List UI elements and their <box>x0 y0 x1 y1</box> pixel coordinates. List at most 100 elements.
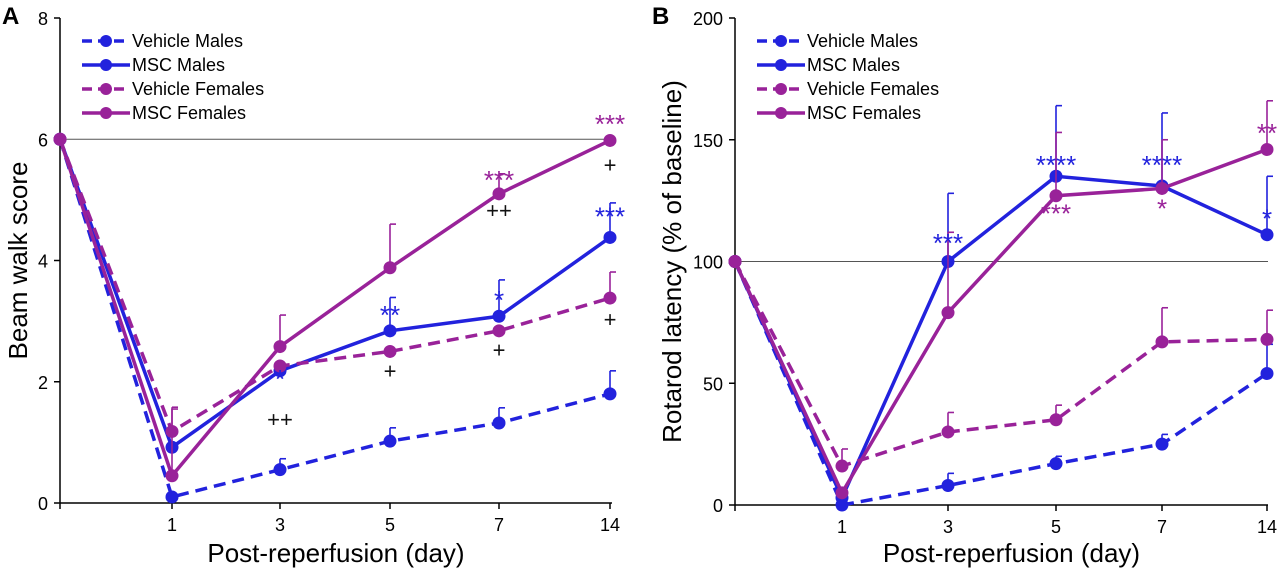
series-vehicle-females <box>728 255 1274 473</box>
legend: Vehicle Males MSC Males Vehicle Females MSC… <box>757 31 939 123</box>
legend-entry: Vehicle Females <box>807 79 939 99</box>
data-point <box>165 469 179 483</box>
significance-label: ** <box>380 300 400 330</box>
data-point <box>1260 367 1274 381</box>
data-point <box>603 133 617 147</box>
data-point <box>1155 181 1169 195</box>
significance-label: + <box>493 338 506 363</box>
legend-swatch-marker <box>775 59 787 71</box>
x-tick-label: 14 <box>600 515 620 535</box>
x-tick-label: 3 <box>943 517 953 537</box>
data-point <box>835 459 849 473</box>
significance-label: **** <box>1142 150 1182 180</box>
series-msc-males <box>728 104 1274 505</box>
legend-entry: Vehicle Females <box>132 79 264 99</box>
data-point <box>603 387 617 401</box>
series-vehicle-males <box>53 132 617 504</box>
legend-entry: MSC Males <box>807 55 900 75</box>
data-point <box>603 230 617 244</box>
series-line <box>58 138 611 480</box>
legend: Vehicle Males MSC Males Vehicle Females MSC… <box>82 31 264 123</box>
legend-swatch-marker <box>100 107 112 119</box>
data-point <box>603 291 617 305</box>
data-point <box>273 340 287 354</box>
data-point <box>273 359 287 373</box>
y-tick-label: 50 <box>703 374 723 394</box>
significance-label: + <box>384 359 397 384</box>
significance-label: + <box>604 153 617 178</box>
chart-panel-b: B 0 50 100 150 200 1 3 5 7 14 Post-reperfusion (day… <box>652 3 1277 568</box>
y-tick-label: 100 <box>693 253 723 273</box>
x-tick-label: 5 <box>1051 517 1061 537</box>
data-point <box>383 344 397 358</box>
y-tick-label: 2 <box>38 373 48 393</box>
data-point <box>492 309 506 323</box>
legend-entry: MSC Females <box>807 103 921 123</box>
data-point <box>1260 142 1274 156</box>
significance-label: *** <box>484 165 514 195</box>
significance-label: + <box>604 307 617 332</box>
y-tick-label: 6 <box>38 130 48 150</box>
significance-label: ++ <box>486 198 512 223</box>
data-point <box>273 463 287 477</box>
data-point <box>383 434 397 448</box>
significance-label: ++ <box>267 407 293 432</box>
y-axis-label: Rotarod latency (% of baseline) <box>657 80 687 443</box>
data-point <box>383 261 397 275</box>
panel-label: B <box>652 3 669 30</box>
data-point <box>1049 457 1063 471</box>
y-tick-label: 0 <box>713 496 723 516</box>
panel-label: A <box>2 3 19 30</box>
legend-entry: Vehicle Males <box>807 31 918 51</box>
legend-swatch-marker <box>100 35 112 47</box>
series-line <box>733 260 1268 507</box>
data-point <box>941 306 955 320</box>
legend-swatch-marker <box>775 35 787 47</box>
y-tick-label: 0 <box>38 494 48 514</box>
data-point <box>383 324 397 338</box>
data-point <box>492 416 506 430</box>
series-line <box>58 138 612 450</box>
data-point <box>1155 437 1169 451</box>
legend-swatch-marker <box>775 107 787 119</box>
significance-label: *** <box>595 109 625 139</box>
significance-label: ** <box>1257 118 1277 148</box>
data-point <box>165 490 179 504</box>
x-axis-label: Post-reperfusion (day) <box>883 538 1140 568</box>
y-tick-label: 4 <box>38 252 48 272</box>
x-axis-label: Post-reperfusion (day) <box>207 538 464 568</box>
y-tick-label: 150 <box>693 131 723 151</box>
legend-entry: MSC Males <box>132 55 225 75</box>
significance-label: **** <box>1036 150 1076 180</box>
significance-label: * <box>275 364 285 394</box>
x-tick-label: 7 <box>1157 517 1167 537</box>
data-point <box>492 324 506 338</box>
y-tick-label: 200 <box>693 9 723 29</box>
data-point <box>941 425 955 439</box>
x-tick-label: 7 <box>494 515 504 535</box>
significance-label: * <box>1262 203 1272 233</box>
significance-label: *** <box>595 201 625 231</box>
x-tick-label: 5 <box>385 515 395 535</box>
significance-label: *** <box>1041 199 1071 229</box>
data-point <box>53 132 67 146</box>
data-point <box>728 255 742 268</box>
series-line <box>58 138 611 435</box>
significance-label: * <box>1157 194 1167 224</box>
series-line <box>733 147 1268 497</box>
data-point <box>1049 413 1063 427</box>
legend-entry: Vehicle Males <box>132 31 243 51</box>
y-tick-label: 8 <box>38 9 48 29</box>
data-point <box>941 479 955 493</box>
legend-swatch-marker <box>775 83 787 95</box>
y-axis-label: Beam walk score <box>3 162 33 360</box>
significance-label: *** <box>933 228 963 258</box>
series-line <box>733 174 1268 502</box>
chart-panel-a: A 0 2 4 6 8 1 3 5 7 14 Post-reperfusion (day) Beam w… <box>2 3 625 568</box>
data-point <box>1260 332 1274 346</box>
x-tick-label: 1 <box>837 517 847 537</box>
legend-entry: MSC Females <box>132 103 246 123</box>
data-point <box>1155 335 1169 349</box>
